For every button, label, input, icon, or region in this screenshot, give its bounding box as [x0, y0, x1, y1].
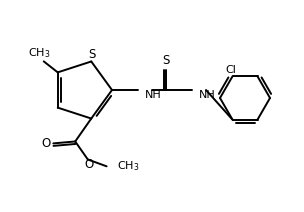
Text: NH: NH: [145, 90, 162, 100]
Text: CH$_3$: CH$_3$: [117, 159, 139, 173]
Text: NH: NH: [199, 90, 216, 100]
Text: CH$_3$: CH$_3$: [29, 46, 51, 60]
Text: S: S: [162, 54, 170, 67]
Text: O: O: [84, 158, 93, 171]
Text: Cl: Cl: [225, 65, 236, 75]
Text: S: S: [88, 48, 96, 61]
Text: O: O: [42, 137, 51, 150]
